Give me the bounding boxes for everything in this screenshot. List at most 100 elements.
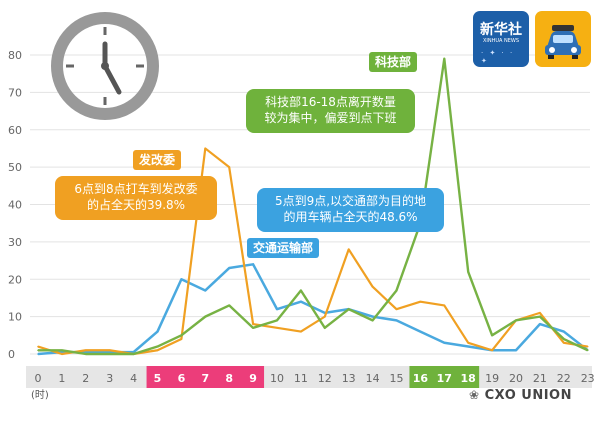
mot-note-line1: 5点到9点,以交通部为目的地 xyxy=(274,194,427,208)
x-tick-label: 4 xyxy=(130,372,137,385)
series-point xyxy=(85,353,87,355)
series-point xyxy=(300,330,302,333)
taxi-icon xyxy=(545,25,581,59)
series-point xyxy=(443,57,446,60)
xinhua-logo: 新华社 XINHUA NEWS · ✦ · · ✦ xyxy=(473,11,529,67)
series-point xyxy=(180,334,183,337)
most-note-line1: 科技部16-18点离开数量 xyxy=(265,95,396,109)
series-lines xyxy=(37,57,589,356)
x-tick-label: 5 xyxy=(154,372,162,385)
x-tick-label: 1 xyxy=(58,372,65,385)
x-axis-highlight xyxy=(409,366,480,388)
x-tick-label: 6 xyxy=(178,372,186,385)
series-point xyxy=(180,278,183,281)
y-tick-label: 80 xyxy=(8,49,22,62)
x-tick-label: 21 xyxy=(533,372,547,385)
series-point xyxy=(539,312,541,314)
series-point xyxy=(252,263,254,266)
series-point xyxy=(371,315,374,318)
y-tick-label: 30 xyxy=(8,236,22,249)
xinhua-logo-text: 新华社 xyxy=(480,22,522,38)
series-point xyxy=(108,349,111,352)
series-point xyxy=(61,351,63,353)
series-point xyxy=(37,345,39,348)
series-point xyxy=(443,304,446,307)
x-tick-label: 17 xyxy=(437,372,452,385)
y-axis-ticks: 0 10 20 30 40 50 60 70 80 xyxy=(8,49,22,361)
y-tick-label: 20 xyxy=(8,273,22,286)
mot-note: 5点到9点,以交通部为目的地 的用车辆占全天的48.6% xyxy=(257,188,444,232)
series-point xyxy=(132,351,135,353)
series-point xyxy=(228,166,230,168)
series-point xyxy=(85,351,87,353)
series-point xyxy=(204,289,207,292)
ndrc-note: 6点到8点打车到发改委 的占全天的39.8% xyxy=(55,176,217,220)
series-point xyxy=(108,351,111,353)
series-point xyxy=(156,330,159,333)
series-point xyxy=(586,349,589,352)
series-point xyxy=(539,315,541,318)
series-point xyxy=(37,349,39,352)
series-point xyxy=(132,353,135,355)
series-line xyxy=(38,57,589,356)
series-point xyxy=(563,330,565,333)
most-note-line2: 较为集中，偏爱到点下班 xyxy=(264,111,397,125)
series-point xyxy=(252,323,254,325)
series-point xyxy=(324,315,326,318)
y-tick-label: 40 xyxy=(8,199,22,212)
series-point xyxy=(563,341,565,344)
series-point xyxy=(180,338,183,340)
mot-tag: 交通运输部 xyxy=(247,238,320,258)
series-point xyxy=(300,300,302,303)
wechat-icon: ❀ xyxy=(469,388,480,402)
series-point xyxy=(395,289,398,292)
series-point xyxy=(252,327,254,329)
x-tick-label: 16 xyxy=(413,372,429,385)
series-point xyxy=(515,319,517,322)
x-tick-label: 18 xyxy=(461,372,476,385)
taxi-app-logo xyxy=(535,11,591,67)
series-point xyxy=(515,349,517,352)
x-tick-label: 0 xyxy=(35,372,42,385)
x-tick-label: 7 xyxy=(201,372,209,385)
x-tick-label: 12 xyxy=(318,372,332,385)
x-axis-highlight xyxy=(146,366,265,388)
series-point xyxy=(347,248,350,251)
series-point xyxy=(347,308,350,310)
series-point xyxy=(491,334,493,337)
y-tick-label: 10 xyxy=(8,311,22,324)
series-point xyxy=(419,330,422,333)
series-point xyxy=(204,147,207,150)
series-point xyxy=(443,341,446,344)
series-point xyxy=(61,353,63,355)
series-point xyxy=(228,304,230,307)
series-point xyxy=(61,349,63,352)
series-point xyxy=(539,323,541,325)
x-tick-label: 2 xyxy=(82,372,89,385)
series-point xyxy=(85,349,87,352)
y-tick-label: 50 xyxy=(8,161,22,174)
series-point xyxy=(276,327,278,329)
series-point xyxy=(563,338,565,340)
series-point xyxy=(108,353,111,355)
series-point xyxy=(419,300,422,303)
x-tick-label: 19 xyxy=(485,372,499,385)
clock-icon xyxy=(51,12,159,120)
series-point xyxy=(395,319,398,322)
series-point xyxy=(467,270,470,273)
series-point xyxy=(156,349,159,352)
y-tick-label: 70 xyxy=(8,86,22,99)
series-point xyxy=(467,345,470,348)
series-point xyxy=(491,349,493,352)
series-point xyxy=(586,345,589,348)
x-tick-label: 20 xyxy=(509,372,523,385)
watermark-text: CXO UNION xyxy=(484,388,572,403)
x-tick-label: 23 xyxy=(581,372,595,385)
x-tick-label: 13 xyxy=(342,372,356,385)
y-tick-label: 0 xyxy=(8,348,15,361)
series-point xyxy=(467,341,470,344)
series-point xyxy=(371,319,374,322)
x-tick-label: 8 xyxy=(225,372,233,385)
most-tag: 科技部 xyxy=(369,52,418,72)
